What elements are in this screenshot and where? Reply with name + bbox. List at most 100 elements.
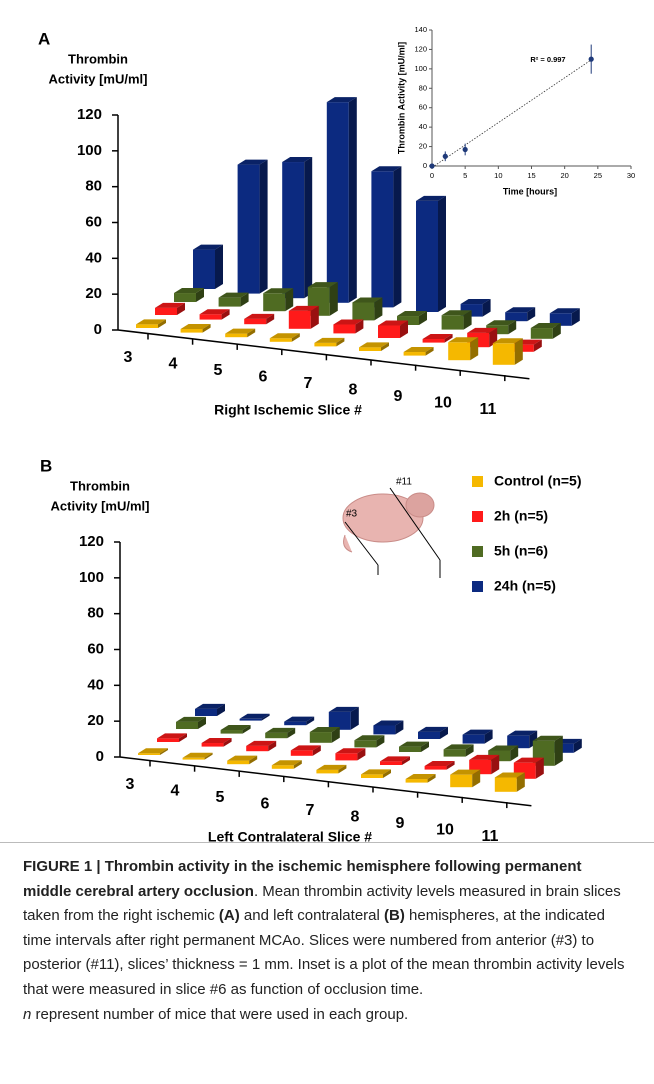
bar-front: [282, 162, 304, 298]
x-tick-label: 7: [306, 802, 315, 819]
x-tick-label: 30: [627, 171, 635, 180]
bar: [425, 761, 455, 770]
bar-front: [316, 770, 338, 774]
x-tick-label: 8: [351, 809, 360, 826]
bar-front: [225, 334, 247, 338]
bar: [225, 329, 255, 338]
bar-front: [354, 740, 376, 747]
x-tick-label: 11: [482, 828, 499, 842]
bar: [404, 347, 434, 356]
bar: [335, 748, 365, 760]
data-point: [463, 147, 468, 152]
bar-front: [200, 314, 222, 319]
x-tick-label: 3: [126, 776, 135, 793]
bar: [157, 733, 187, 742]
bar-side: [349, 97, 357, 303]
bar-front: [240, 719, 262, 721]
y-axis-label: Thrombin: [68, 51, 128, 66]
bar: [314, 338, 344, 347]
y-tick-label: 80: [85, 178, 102, 195]
x-tick-label: 20: [560, 171, 568, 180]
bar-front: [272, 765, 294, 769]
bar-side: [393, 166, 401, 307]
y-axis-label: Thrombin: [70, 478, 130, 493]
bar: [265, 728, 295, 738]
bar-front: [333, 324, 355, 333]
x-tick-label: 5: [214, 362, 223, 379]
bar-front: [380, 761, 402, 765]
bar-front: [244, 319, 266, 324]
bar: [373, 720, 403, 734]
trend-line: [432, 60, 591, 168]
bar-front: [371, 171, 393, 307]
x-tick-label: 7: [304, 375, 313, 392]
data-point: [443, 154, 448, 159]
bar: [284, 717, 314, 726]
y-tick-label: 60: [419, 103, 427, 112]
bar-front: [444, 749, 466, 756]
bar-front: [335, 753, 357, 760]
x-tick-label: 10: [436, 822, 454, 839]
bar-front: [378, 325, 400, 338]
y-tick-label: 100: [77, 142, 102, 159]
bar-front: [442, 315, 464, 329]
x-tick-label: 15: [527, 171, 535, 180]
x-tick-label: 5: [463, 171, 467, 180]
y-tick-label: 0: [423, 161, 427, 170]
bar-front: [284, 722, 306, 726]
bar: [193, 245, 223, 289]
bar-front: [265, 733, 287, 738]
bar-front: [219, 298, 241, 307]
bar: [282, 157, 312, 298]
data-point: [429, 163, 434, 168]
legend-label: 2h (n=5): [494, 508, 548, 524]
annotation: R² = 0.997: [530, 55, 565, 64]
data-point: [589, 57, 594, 62]
bar-front: [359, 347, 381, 351]
bar-front: [183, 758, 205, 760]
x-tick-label: 4: [169, 356, 178, 373]
bar: [263, 288, 293, 311]
bar: [333, 319, 363, 333]
bar-front: [314, 343, 336, 347]
x-tick-label: 6: [259, 369, 268, 386]
bar: [272, 760, 302, 769]
bar: [316, 765, 346, 774]
bar-front: [373, 725, 395, 734]
y-tick-label: 20: [419, 142, 427, 151]
bar: [238, 160, 268, 294]
bar: [240, 714, 270, 721]
bar: [444, 744, 474, 756]
bar-side: [260, 160, 268, 294]
bar-front: [193, 250, 215, 289]
x-tick-label: 0: [430, 171, 434, 180]
brain-lobe: [406, 493, 434, 517]
x-axis-label: Left Contralateral Slice #: [208, 829, 372, 842]
y-tick-label: 0: [96, 748, 104, 765]
brain-diagram: #3 #11: [343, 477, 440, 578]
x-tick-label: 5: [216, 789, 225, 806]
bar: [406, 774, 436, 783]
bar: [155, 303, 185, 315]
bar: [219, 293, 249, 307]
bar: [195, 704, 225, 716]
x-tick-label: 3: [124, 349, 133, 366]
slice-label: #3: [346, 509, 358, 520]
bar: [221, 725, 251, 734]
bar-front: [138, 753, 160, 755]
caption-text: (A): [219, 907, 240, 924]
bar-front: [425, 766, 447, 770]
y-tick-label: 100: [79, 569, 104, 586]
y-axis-label: Activity [mU/ml]: [49, 71, 148, 86]
bar-front: [221, 730, 243, 734]
bar: [450, 770, 480, 788]
caption-text: (B): [384, 907, 405, 924]
y-tick-label: 20: [87, 712, 104, 729]
bar: [246, 741, 276, 751]
bar-front: [310, 732, 332, 743]
caption-text: and left contralateral: [240, 907, 384, 924]
legend-swatch: [472, 546, 483, 557]
x-tick-label: 11: [480, 401, 497, 418]
x-tick-label: 10: [494, 171, 502, 180]
caption-label: FIGURE 1 |: [23, 858, 101, 875]
